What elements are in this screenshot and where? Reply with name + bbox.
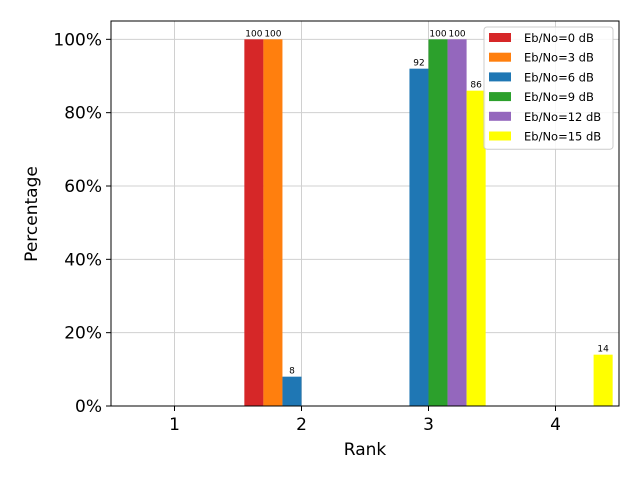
legend-label: Eb/No=0 dB bbox=[524, 31, 594, 45]
bar bbox=[447, 39, 467, 406]
bar-value-label: 86 bbox=[470, 81, 482, 91]
bar-value-label: 100 bbox=[264, 29, 281, 39]
bar bbox=[593, 354, 613, 406]
legend-swatch bbox=[489, 92, 511, 102]
x-tick-label: 2 bbox=[296, 415, 307, 435]
x-ticks: 1 2 3 4 bbox=[169, 406, 561, 435]
y-tick-label: 0% bbox=[75, 397, 102, 417]
legend-label: Eb/No=3 dB bbox=[524, 51, 594, 65]
bar bbox=[282, 376, 302, 406]
legend-swatch bbox=[489, 131, 511, 141]
y-ticks: 0% 20% 40% 60% 80% 100% bbox=[53, 30, 111, 417]
bar bbox=[409, 68, 429, 407]
legend-label: Eb/No=15 dB bbox=[524, 130, 601, 144]
legend-swatch bbox=[489, 72, 511, 82]
x-tick-label: 1 bbox=[169, 415, 180, 435]
plot-frame bbox=[110, 20, 620, 407]
bar-value-label: 100 bbox=[448, 29, 465, 39]
x-axis-label: Rank bbox=[344, 440, 387, 460]
bar bbox=[428, 39, 448, 406]
y-tick-label: 40% bbox=[64, 250, 102, 270]
legend-swatch bbox=[489, 33, 511, 42]
legend: Eb/No=0 dB Eb/No=3 dB Eb/No=6 dB Eb/No=9 dB… bbox=[483, 26, 614, 150]
legend-swatch bbox=[489, 111, 511, 121]
bar-value-label: 8 bbox=[289, 367, 295, 377]
y-tick-label: 80% bbox=[64, 104, 102, 124]
y-tick-label: 60% bbox=[64, 177, 102, 197]
y-tick-label: 100% bbox=[53, 30, 102, 50]
bar-value-label: 100 bbox=[245, 29, 262, 39]
legend-label: Eb/No=12 dB bbox=[524, 110, 601, 124]
legend-swatch bbox=[489, 52, 511, 62]
bars bbox=[244, 39, 613, 407]
bar-value-label: 92 bbox=[413, 59, 424, 69]
y-tick-label: 20% bbox=[64, 324, 102, 344]
legend-label: Eb/No=6 dB bbox=[524, 70, 594, 84]
legend-label: Eb/No=9 dB bbox=[524, 90, 594, 104]
x-tick-label: 3 bbox=[423, 415, 434, 435]
bar-value-label: 14 bbox=[597, 345, 609, 355]
bar bbox=[263, 39, 283, 406]
legend-frame bbox=[483, 26, 614, 150]
x-tick-label: 4 bbox=[550, 415, 561, 435]
y-axis-label: Percentage bbox=[22, 166, 42, 262]
bar bbox=[244, 39, 264, 406]
bar-value-label: 100 bbox=[429, 29, 446, 39]
bar bbox=[466, 90, 486, 407]
